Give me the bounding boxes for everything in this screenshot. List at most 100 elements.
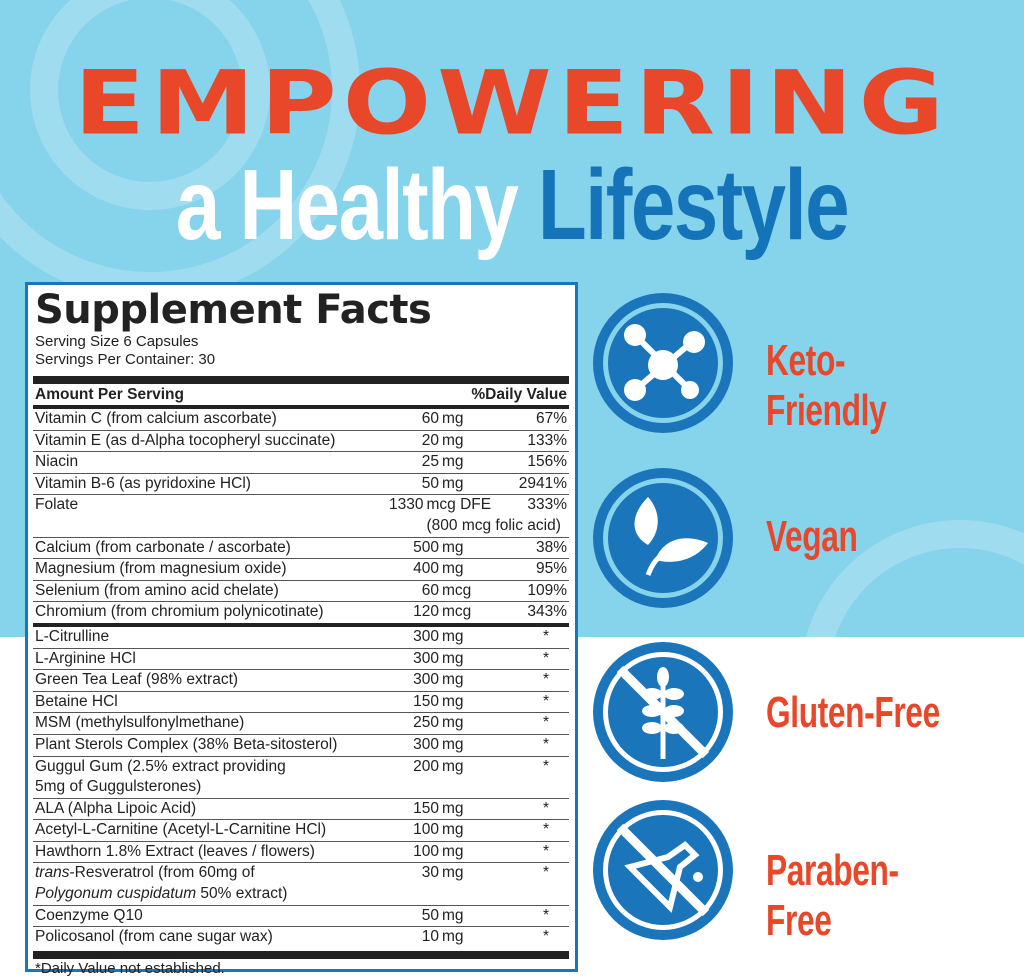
daily-value: * [543,928,550,946]
ingredient-name: Betaine HCl [35,692,118,710]
table-row: Plant Sterols Complex (38% Beta-sitoster… [33,735,569,757]
daily-value: 343% [527,603,567,621]
amount: 400 mg [389,559,559,580]
amount-unit: mg [442,821,464,839]
amount: 50 mg [389,906,559,927]
blend-group: L-Citrulline 300 mg * L-Arginine HCl 300 mg… [33,627,569,948]
molecule-icon [593,293,733,433]
ingredient-name: Selenium (from amino acid chelate) [35,581,279,599]
leaf-icon [593,468,733,608]
table-row: Betaine HCl 150 mg * [33,692,569,714]
vitamins-group: Vitamin C (from calcium ascorbate) 60 mg … [33,409,569,623]
table-row: Policosanol (from cane sugar wax) 10 mg * [33,927,569,948]
daily-value: * [543,692,550,710]
amount: 25 mg [389,452,559,473]
amount: 60 mcg [389,581,559,602]
table-row: Coenzyme Q10 50 mg * [33,906,569,928]
ingredient-name: L-Citrulline [35,627,110,645]
ingredient-name: Plant Sterols Complex (38% Beta-sitoster… [35,735,338,753]
daily-value: * [543,735,550,753]
amount-number: 50 [421,906,439,924]
amount-unit: mg [442,431,464,449]
daily-value: * [543,714,550,732]
headline-healthy: a Healthy [175,149,519,261]
table-row: Selenium (from amino acid chelate) 60 mcg… [33,581,569,603]
amount-number: 250 [413,714,439,732]
daily-value: * [543,671,550,689]
table-row: L-Citrulline 300 mg * [33,627,569,649]
daily-value: * [543,842,550,860]
amount: 150 mg [389,692,559,713]
amount: 150 mg [389,799,559,820]
amount-number: 100 [413,842,439,860]
amount-unit: mg [442,692,464,710]
divider [33,950,569,959]
ingredient-name: Vitamin B-6 (as pyridoxine HCl) [35,474,251,492]
ingredient-name: Policosanol (from cane sugar wax) [35,928,273,946]
daily-value: * [543,906,550,924]
amount-unit: mg [442,757,464,775]
ingredient-name: Niacin [35,453,79,471]
daily-value: * [543,757,550,775]
amount-number: 60 [421,410,439,427]
ingredient-name: trans-Resveratrol (from 60mg of Polygonu… [35,864,288,903]
table-row: Chromium (from chromium polynicotinate) … [33,602,569,623]
amount-number: 300 [413,627,439,645]
table-row: MSM (methylsulfonylmethane) 250 mg * [33,713,569,735]
amount-number: 10 [421,928,439,946]
ingredient-name: MSM (methylsulfonylmethane) [35,714,245,732]
table-row: Hawthorn 1.8% Extract (leaves / flowers)… [33,842,569,864]
ingredient-name: Magnesium (from magnesium oxide) [35,560,287,578]
daily-value: 109% [527,581,567,599]
ingredient-name: Folate [35,496,79,514]
amount: 120 mcg [389,602,559,623]
amount-unit: mg [442,474,464,492]
amount-unit: mg [442,538,464,556]
daily-value: * [543,864,550,882]
headline-lifestyle: Lifestyle [537,149,850,261]
amount: 100 mg [389,820,559,841]
amount-unit: mg [442,649,464,667]
serving-size: Serving Size 6 Capsules [35,333,199,350]
amount: 250 mg [389,713,559,734]
no-wheat-icon [593,642,733,782]
amount: 300 mg [389,670,559,691]
table-row: L-Arginine HCl 300 mg * [33,649,569,671]
amount: 20 mg [389,431,559,452]
amount: 300 mg [389,627,559,648]
supplement-facts-panel: Supplement Facts Serving Size 6 Capsules… [25,282,578,977]
table-row: Vitamin C (from calcium ascorbate) 60 mg … [33,409,569,431]
amount-unit: mg [442,842,464,860]
ingredient-name: Acetyl-L-Carnitine (Acetyl-L-Carnitine H… [35,821,327,839]
amount-unit: mg [442,410,464,427]
amount-number: 400 [413,560,439,578]
daily-value: * [543,649,550,667]
badge-paraben-free: Paraben-Free [766,846,899,945]
table-row: Acetyl-L-Carnitine (Acetyl-L-Carnitine H… [33,820,569,842]
table-row: ALA (Alpha Lipoic Acid) 150 mg * [33,799,569,821]
amount-unit: mg [442,928,464,946]
amount-number: 50 [421,474,439,492]
amount: 60 mg [389,409,559,430]
daily-value: 67% [535,410,567,427]
amount-unit: mg [442,906,464,924]
ingredient-name: Vitamin C (from calcium ascorbate) [35,410,277,427]
ingredient-name: Calcium (from carbonate / ascorbate) [35,538,291,556]
daily-value: 95% [535,560,567,578]
daily-value: 133% [527,431,567,449]
daily-value: 38% [535,538,567,556]
ingredient-name: Guggul Gum (2.5% extract providing 5mg o… [35,757,286,796]
amount-number: 150 [413,799,439,817]
ingredient-name: ALA (Alpha Lipoic Acid) [35,799,197,817]
headline-empowering: EMPOWERING [73,51,951,155]
amount-unit: mg [442,714,464,732]
dv-header: %Daily Value [471,386,567,403]
amount-number: 20 [421,431,439,449]
daily-value: 156% [527,453,567,471]
amount-unit: mg [442,671,464,689]
ingredient-name: Coenzyme Q10 [35,906,143,924]
headline-subtitle: a Healthy Lifestyle [102,148,921,263]
amount-unit: mg [442,453,464,471]
table-header: Amount Per Serving %Daily Value [33,384,569,405]
amount-number: 500 [413,538,439,556]
